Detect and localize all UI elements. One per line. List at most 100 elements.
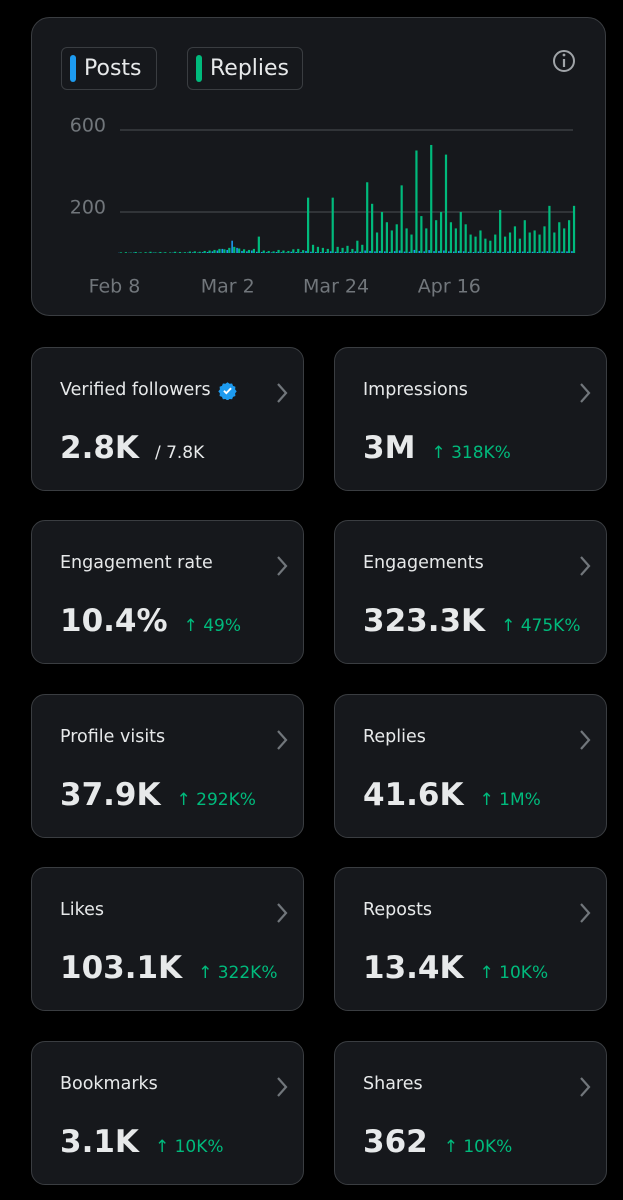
metric-card[interactable]: Engagements 323.3K ↑ 475K% — [334, 520, 607, 664]
bar — [464, 224, 467, 253]
bar — [242, 249, 246, 253]
bar — [533, 230, 536, 253]
metric-card[interactable]: Shares 362 ↑ 10K% — [334, 1041, 607, 1185]
metric-change: ↑ 1M% — [479, 790, 541, 810]
bar — [380, 212, 384, 253]
metric-value: 362 — [363, 1124, 428, 1160]
bar — [489, 240, 492, 253]
bar — [474, 236, 477, 253]
bar — [452, 251, 455, 253]
bar — [439, 212, 443, 253]
metric-card[interactable]: Bookmarks 3.1K ↑ 10K% — [31, 1041, 304, 1185]
metric-card[interactable]: Profile visits 37.9K ↑ 292K% — [31, 694, 304, 838]
bar — [134, 251, 137, 253]
metric-label: Shares — [363, 1074, 423, 1094]
bar — [270, 252, 273, 253]
bar — [479, 230, 482, 253]
metric-card[interactable]: Likes 103.1K ↑ 322K% — [31, 867, 304, 1011]
bar — [371, 203, 374, 253]
info-icon[interactable] — [553, 50, 575, 72]
bar-series — [119, 144, 576, 253]
bar — [354, 251, 357, 253]
bar — [395, 224, 398, 253]
metric-label-row: Likes — [60, 900, 104, 920]
metric-total: / 7.8K — [154, 443, 205, 463]
bar — [497, 251, 499, 253]
metric-value: 103.1K — [60, 950, 183, 986]
chevron-icon — [580, 1077, 591, 1097]
metric-label: Reposts — [363, 900, 433, 920]
bar — [124, 252, 127, 253]
metric-card[interactable]: Impressions 3M ↑ 318K% — [334, 347, 607, 491]
verified-badge — [217, 381, 237, 400]
metric-card[interactable]: Reposts 13.4K ↑ 10K% — [334, 867, 607, 1011]
bar — [482, 251, 485, 253]
bar — [425, 228, 428, 253]
legend-chip[interactable]: Posts — [61, 47, 157, 90]
bar — [531, 251, 534, 253]
bar — [302, 250, 305, 253]
bar — [159, 251, 162, 253]
bar — [467, 251, 470, 253]
bar — [305, 250, 307, 253]
bar — [238, 248, 241, 253]
bar — [236, 247, 238, 253]
bar — [311, 244, 315, 253]
metric-value: 2.8K — [60, 430, 139, 466]
metric-value: 13.4K — [363, 950, 464, 986]
legend-swatch — [196, 55, 202, 82]
bar — [359, 251, 361, 253]
bar — [154, 252, 157, 253]
bar — [188, 251, 192, 253]
bar — [228, 247, 231, 253]
bar — [241, 250, 243, 253]
bar — [277, 249, 280, 253]
bar — [149, 251, 152, 253]
bar — [213, 249, 216, 253]
y-tick-label: 600 — [70, 115, 106, 137]
bar — [206, 251, 209, 253]
metric-value-row: 13.4K ↑ 10K% — [363, 950, 548, 986]
metric-label-row: Impressions — [363, 380, 468, 400]
bar — [472, 251, 475, 253]
bar — [536, 251, 539, 253]
chevron-icon — [580, 730, 591, 750]
metric-label: Verified followers — [60, 380, 211, 400]
bar — [295, 251, 297, 253]
bar — [369, 250, 371, 253]
chevron-icon — [277, 556, 288, 576]
bar — [331, 197, 334, 253]
bar — [272, 251, 275, 253]
bar — [319, 252, 322, 253]
legend-chip[interactable]: Replies — [187, 47, 303, 90]
bar — [443, 250, 445, 253]
bar — [379, 250, 381, 253]
y-tick-label: 200 — [70, 197, 106, 219]
chart-panel — [31, 17, 606, 316]
metric-value-row: 362 ↑ 10K% — [363, 1124, 512, 1160]
metric-label-row: Profile visits — [60, 727, 165, 747]
metric-card[interactable]: Verified followers 2.8K / 7.8K — [31, 347, 304, 491]
bar — [255, 251, 258, 253]
bar — [418, 250, 421, 253]
bar — [178, 251, 182, 253]
bar — [503, 236, 507, 253]
metric-label: Bookmarks — [60, 1074, 158, 1094]
bar — [487, 252, 490, 253]
metric-value: 323.3K — [363, 603, 486, 639]
metric-card[interactable]: Replies 41.6K ↑ 1M% — [334, 694, 607, 838]
metric-card[interactable]: Engagement rate 10.4% ↑ 49% — [31, 520, 304, 664]
bar — [375, 232, 379, 253]
bar — [326, 248, 329, 253]
metric-label-row: Reposts — [363, 900, 432, 920]
bar — [334, 251, 337, 253]
bar — [349, 252, 352, 253]
chevron-icon — [580, 903, 591, 923]
chart: 200 600 Feb 8 Mar 2 Mar 24 Apr 16 — [31, 17, 606, 316]
bar — [454, 228, 457, 253]
bar — [280, 252, 283, 253]
chevron-icon — [580, 383, 591, 403]
bar — [499, 209, 502, 253]
metric-value-row: 2.8K / 7.8K — [60, 430, 204, 466]
chevron-icon — [277, 383, 288, 403]
